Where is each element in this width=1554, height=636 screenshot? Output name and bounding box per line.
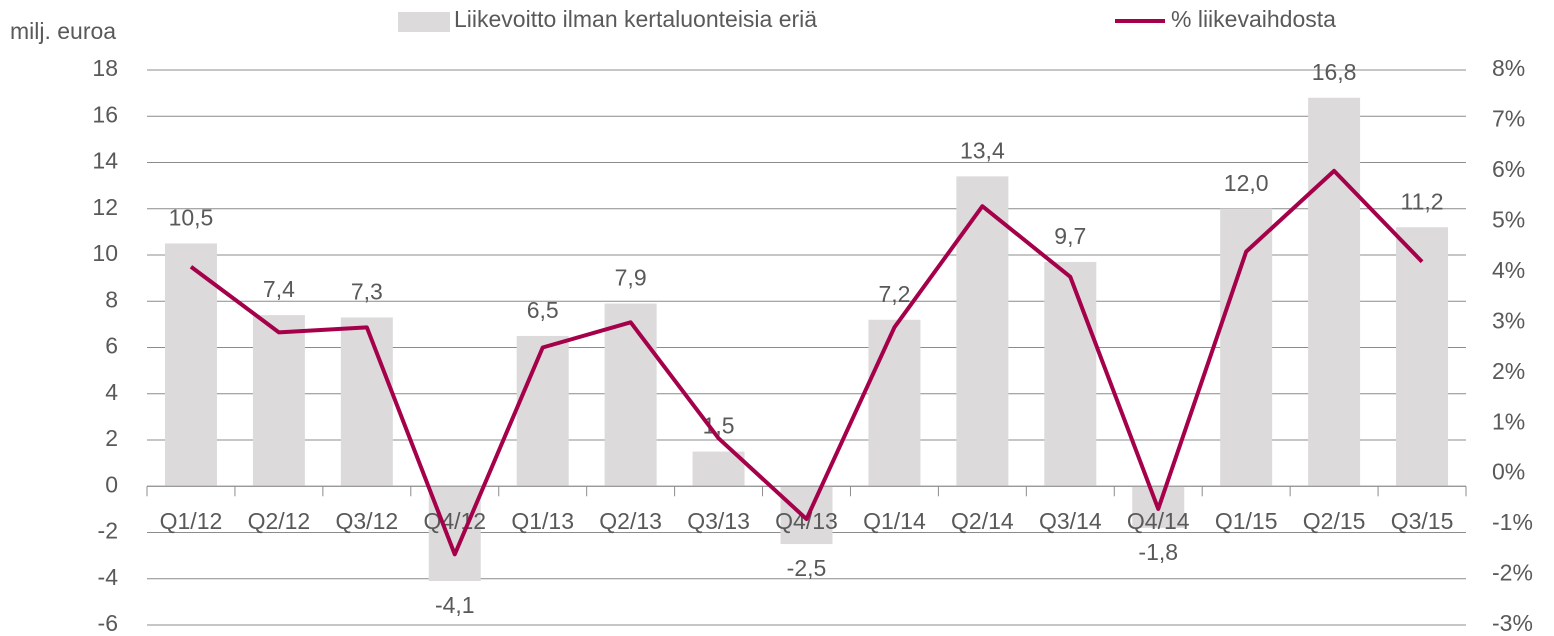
bar xyxy=(1396,227,1449,487)
bar xyxy=(604,303,657,487)
y2-tick-label: 2% xyxy=(1492,358,1525,384)
y2-tick-label: 3% xyxy=(1492,307,1525,333)
x-tick-label: Q4/14 xyxy=(1127,508,1190,534)
bar xyxy=(428,486,481,582)
bar xyxy=(252,315,305,487)
x-tick-label: Q1/12 xyxy=(160,508,223,534)
bar xyxy=(340,317,393,487)
data-label: 7,9 xyxy=(615,265,647,291)
x-tick-label: Q1/15 xyxy=(1215,508,1278,534)
line xyxy=(189,168,1424,557)
y2-tick-label: 7% xyxy=(1492,106,1525,132)
data-label: -2,5 xyxy=(787,555,827,581)
x-tick-label: Q4/12 xyxy=(423,508,486,534)
bar xyxy=(868,319,921,487)
data-label: 13,4 xyxy=(960,137,1005,163)
y-tick-label: 0 xyxy=(105,471,118,497)
data-label: 16,8 xyxy=(1312,59,1357,85)
y-tick-label: 16 xyxy=(92,101,118,127)
x-tick-label: Q1/14 xyxy=(863,508,926,534)
y2-tick-label: 6% xyxy=(1492,156,1525,182)
y-axis-label: milj. euroa xyxy=(10,18,116,44)
x-tick-label: Q1/13 xyxy=(511,508,574,534)
bar xyxy=(692,451,745,487)
y2-tick-label: -3% xyxy=(1492,610,1533,636)
x-tick-label: Q4/13 xyxy=(775,508,838,534)
data-label: 9,7 xyxy=(1054,223,1086,249)
data-label: -1,8 xyxy=(1138,539,1178,565)
legend-swatch xyxy=(398,12,450,32)
x-tick-label: Q3/13 xyxy=(687,508,750,534)
y-tick-label: 14 xyxy=(92,148,118,174)
y-tick-label: 6 xyxy=(105,333,118,359)
legend-label: % liikevaihdosta xyxy=(1171,6,1336,32)
bar xyxy=(1044,261,1097,487)
x-tick-label: Q2/15 xyxy=(1303,508,1366,534)
legend-label: Liikevoitto ilman kertaluonteisia eriä xyxy=(454,6,817,32)
y-tick-label: 8 xyxy=(105,286,118,312)
y-tick-label: 12 xyxy=(92,194,118,220)
y2-tick-label: 0% xyxy=(1492,459,1525,485)
data-label: 10,5 xyxy=(169,205,214,231)
x-tick-label: Q3/14 xyxy=(1039,508,1102,534)
x-tick-label: Q3/15 xyxy=(1391,508,1454,534)
data-label: 7,3 xyxy=(351,279,383,305)
y2-tick-label: 5% xyxy=(1492,206,1525,232)
x-tick-label: Q2/14 xyxy=(951,508,1014,534)
y2-tick-label: -1% xyxy=(1492,509,1533,535)
bar xyxy=(164,243,217,487)
data-label: 6,5 xyxy=(527,297,559,323)
data-label: 7,2 xyxy=(878,281,910,307)
x-tick-label: Q3/12 xyxy=(336,508,399,534)
data-label: 11,2 xyxy=(1401,188,1444,214)
bar xyxy=(1308,97,1361,487)
y2-tick-label: 1% xyxy=(1492,408,1525,434)
y-tick-label: 18 xyxy=(92,55,118,81)
y2-tick-label: 8% xyxy=(1492,55,1525,81)
y-tick-label: 2 xyxy=(105,425,118,451)
data-label: 7,4 xyxy=(263,276,295,302)
bar xyxy=(516,335,569,487)
data-label: -4,1 xyxy=(435,592,475,618)
data-label: 12,0 xyxy=(1224,170,1269,196)
y-tick-label: 4 xyxy=(105,379,118,405)
y2-tick-label: -2% xyxy=(1492,560,1533,586)
y-tick-label: -2 xyxy=(98,518,118,544)
y-tick-label: -6 xyxy=(98,610,118,636)
y-tick-label: 10 xyxy=(92,240,118,266)
y-tick-label: -4 xyxy=(98,564,119,590)
x-tick-label: Q2/12 xyxy=(248,508,311,534)
x-tick-label: Q2/13 xyxy=(599,508,662,534)
y2-tick-label: 4% xyxy=(1492,257,1525,283)
